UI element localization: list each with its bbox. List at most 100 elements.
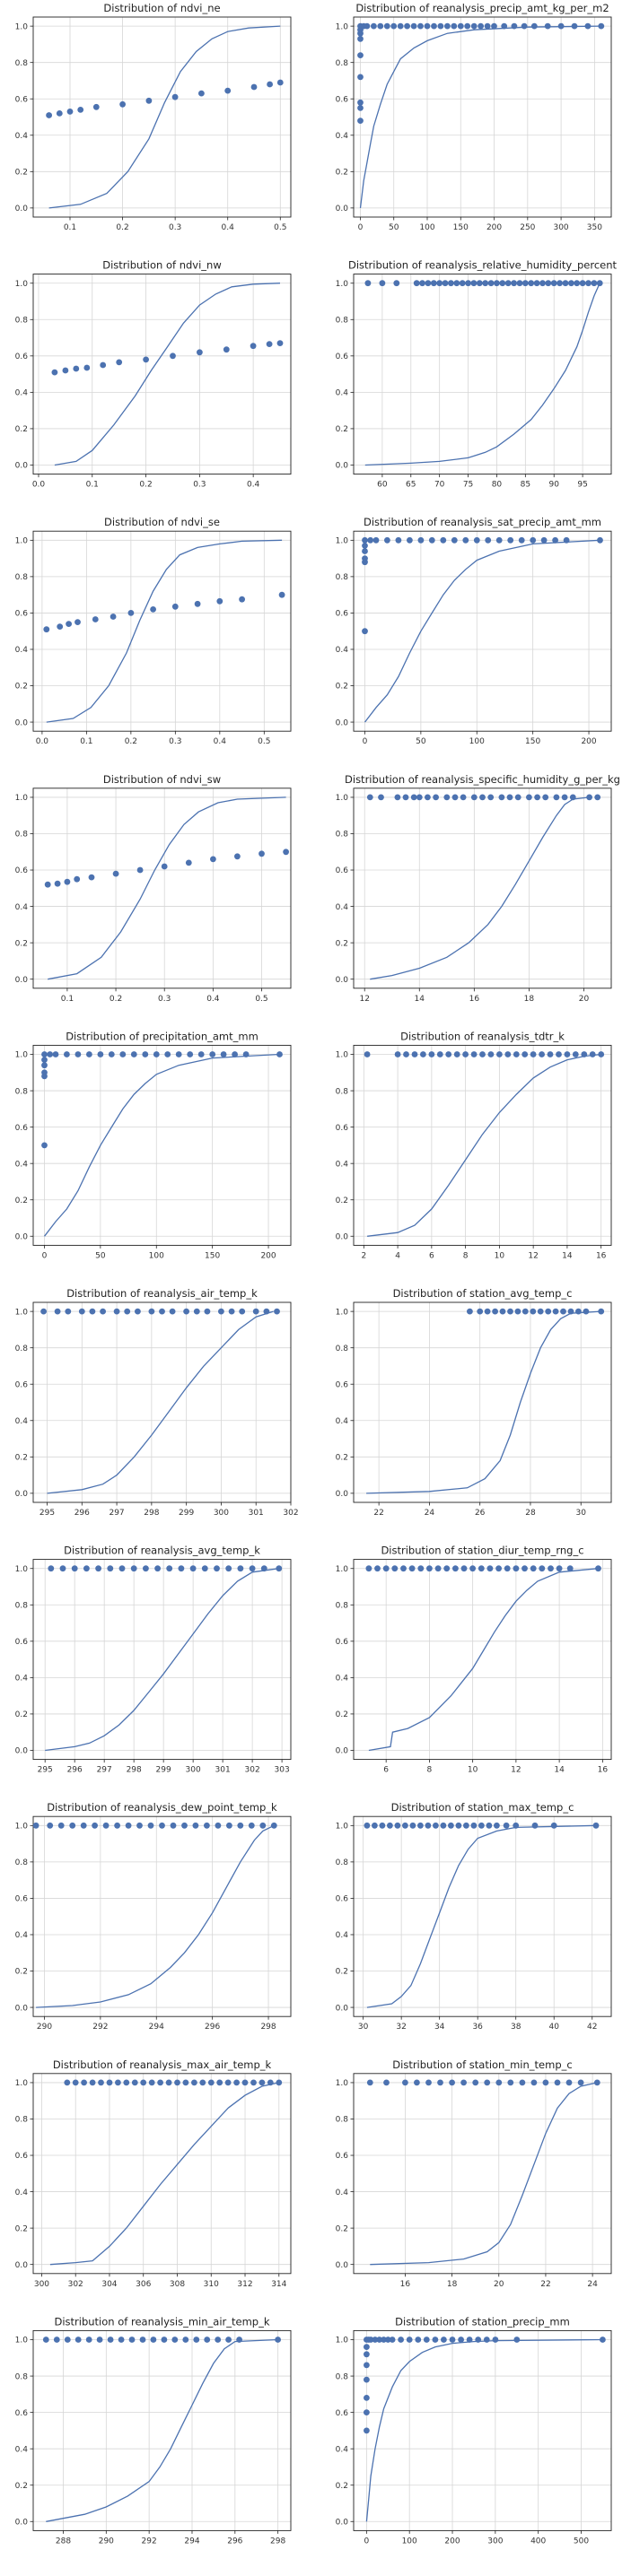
data-point <box>207 2079 215 2086</box>
data-point <box>378 794 384 801</box>
y-tick-label: 1.0 <box>336 1565 349 1574</box>
y-tick-label: 0.8 <box>336 316 349 325</box>
data-point <box>57 1822 65 1829</box>
subplot-11: 295 296 297 298 299 300 301 302 0.0 0.2 0.4 0.6 0.8 1… <box>15 1287 299 1518</box>
data-point <box>390 22 398 30</box>
data-point <box>565 2079 573 2086</box>
y-tick-label: 0.6 <box>336 866 349 875</box>
data-point <box>85 2337 92 2343</box>
chart-title: Distribution of ndvi_sw <box>103 773 221 786</box>
data-point <box>178 1565 185 1572</box>
y-tick-label: 0.8 <box>15 1601 29 1610</box>
subplot-8: 12 14 16 18 20 0.0 0.2 0.4 0.6 0.8 1.0 Distribution… <box>336 773 620 1004</box>
x-tick-label: 294 <box>184 2537 199 2546</box>
data-point <box>65 1308 72 1315</box>
data-point <box>598 1308 605 1315</box>
data-point <box>585 280 592 287</box>
data-point <box>383 2079 390 2086</box>
x-tick-label: 301 <box>215 1766 231 1775</box>
y-tick-label: 0.4 <box>336 1931 349 1940</box>
data-point <box>448 1822 454 1829</box>
data-point <box>407 536 413 544</box>
data-point <box>164 1051 171 1057</box>
data-point <box>406 2337 413 2343</box>
x-tick-label: 0.5 <box>255 995 267 1004</box>
data-point <box>367 536 374 544</box>
data-point <box>73 365 80 372</box>
data-point <box>283 849 289 856</box>
data-point <box>270 1822 277 1829</box>
y-tick-label: 0.0 <box>336 2518 349 2527</box>
data-point <box>276 1565 283 1572</box>
data-point <box>47 1822 54 1829</box>
data-point <box>542 2079 549 2086</box>
data-point <box>462 1051 469 1057</box>
data-point <box>548 1565 554 1572</box>
data-point <box>417 536 425 544</box>
data-point <box>154 1565 162 1572</box>
data-point <box>513 1051 520 1057</box>
data-point <box>470 794 478 801</box>
data-point <box>226 1822 232 1829</box>
data-point <box>478 1565 485 1572</box>
data-point <box>232 1051 238 1057</box>
y-tick-label: 0.0 <box>336 2004 349 2013</box>
data-point <box>566 1565 574 1572</box>
data-point <box>598 1051 605 1057</box>
data-point <box>41 1051 48 1057</box>
x-tick-label: 18 <box>447 2280 458 2289</box>
data-point <box>451 22 458 30</box>
data-point <box>466 2337 473 2343</box>
cdf-line <box>36 1824 275 2008</box>
data-point <box>215 2337 222 2343</box>
x-tick-label: 308 <box>170 2280 185 2289</box>
data-point <box>210 856 216 863</box>
y-tick-label: 0.0 <box>15 2004 29 2013</box>
x-tick-label: 0.0 <box>36 737 49 746</box>
data-point <box>416 794 423 801</box>
data-point <box>441 2337 447 2343</box>
data-point <box>451 794 459 801</box>
y-tick-label: 0.2 <box>336 939 348 948</box>
x-tick-label: 0.3 <box>169 223 181 232</box>
data-point <box>362 536 368 544</box>
data-point <box>41 1142 48 1149</box>
x-tick-label: 300 <box>34 2280 49 2289</box>
data-point <box>187 1051 194 1057</box>
data-point <box>563 536 570 544</box>
data-point <box>83 364 91 371</box>
data-point <box>491 22 497 30</box>
x-tick-label: 16 <box>400 2280 411 2289</box>
data-point <box>484 2079 491 2086</box>
data-point <box>464 22 471 30</box>
data-point <box>436 1051 443 1057</box>
x-tick-label: 65 <box>406 481 416 490</box>
y-tick-label: 0.4 <box>15 1417 29 1426</box>
x-tick-label: 40 <box>548 2023 559 2032</box>
data-point <box>596 280 603 287</box>
data-point <box>410 794 417 801</box>
y-tick-label: 0.0 <box>336 205 349 213</box>
data-point <box>364 2344 370 2351</box>
x-tick-label: 290 <box>99 2537 114 2546</box>
y-tick-label: 0.0 <box>336 1232 349 1241</box>
y-tick-label: 0.4 <box>336 1160 349 1169</box>
x-tick-label: 304 <box>101 2280 117 2289</box>
data-point <box>534 794 540 801</box>
x-tick-label: 296 <box>67 1766 83 1775</box>
y-tick-label: 0.4 <box>336 2445 349 2454</box>
data-point <box>437 22 444 30</box>
chart-title: Distribution of station_avg_temp_c <box>393 1287 573 1300</box>
data-point <box>259 2079 266 2086</box>
data-point <box>518 536 525 544</box>
data-point <box>192 1822 199 1829</box>
y-tick-label: 0.4 <box>336 389 349 398</box>
data-point <box>357 35 364 42</box>
data-point <box>174 2079 180 2086</box>
data-point <box>600 2337 606 2343</box>
data-point <box>119 1051 127 1057</box>
data-point <box>74 1051 82 1057</box>
data-point <box>74 619 81 625</box>
y-tick-label: 0.8 <box>15 59 29 68</box>
x-tick-label: 200 <box>486 223 502 232</box>
